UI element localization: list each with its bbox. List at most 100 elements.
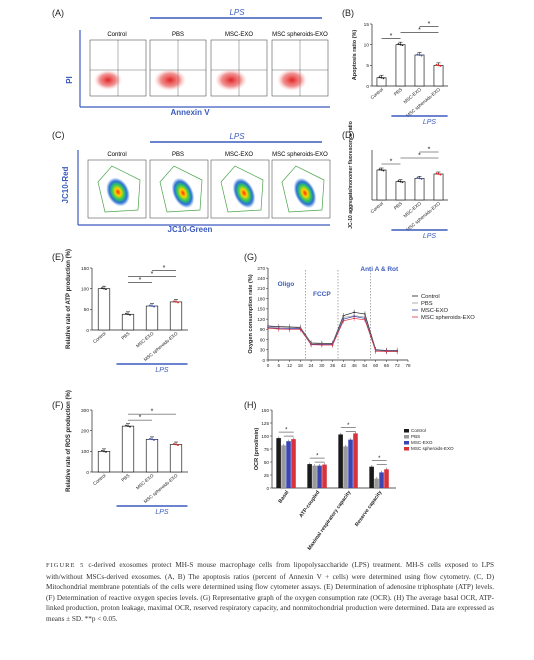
data-point — [416, 176, 419, 179]
data-point — [397, 43, 400, 45]
x-tick-label: 0 — [267, 363, 270, 368]
data-point — [310, 343, 312, 346]
y-tick-label: 150 — [81, 266, 89, 272]
data-point — [399, 180, 402, 183]
legend-swatch — [404, 429, 409, 433]
data-point — [101, 287, 103, 289]
data-point — [439, 65, 442, 67]
x-tick-label: 66 — [384, 363, 390, 368]
x-tick-label: Control — [92, 331, 107, 344]
bar — [414, 54, 425, 87]
y-tick-label: 50 — [264, 460, 270, 465]
data-point — [177, 301, 179, 304]
legend-label: PBS — [421, 301, 433, 307]
panel-a-treatment: LPS — [229, 8, 245, 17]
significance-star: * — [418, 153, 421, 160]
significance-star: * — [390, 33, 393, 40]
jc10-plot-control: Control — [87, 152, 147, 219]
data-point — [125, 424, 127, 427]
data-point — [125, 312, 127, 315]
significance-star: * — [316, 454, 319, 460]
significance-star: * — [285, 428, 288, 434]
data-point — [127, 313, 129, 316]
bar — [121, 313, 135, 331]
data-point — [353, 317, 355, 320]
legend-label: MSC-EXO — [411, 440, 433, 445]
bar — [145, 305, 159, 331]
panel-c-treatment: LPS — [229, 132, 245, 141]
y-tick-label: 100 — [81, 286, 89, 292]
bar — [433, 173, 444, 201]
chart-g-ocr-line: 0 30 60 90 120 150 180 210 240 270 0 6 12 18 24 30 36 42 4… — [248, 266, 475, 368]
jc10-plot-label: PBS — [172, 152, 184, 158]
flow-plot-label: PBS — [172, 32, 184, 38]
treatment-label: LPS — [155, 367, 169, 374]
data-point — [401, 181, 404, 184]
bar — [353, 433, 358, 488]
significance-star: * — [428, 21, 431, 28]
x-tick-label: 30 — [319, 363, 325, 368]
jc10-plot-msc-spheroids-exo: MSC spheroids-EXO — [271, 152, 331, 219]
data-point — [364, 318, 366, 321]
significance-star: * — [151, 409, 154, 416]
y-axis-label: Apoptosis ratio (%) — [352, 30, 358, 81]
y-tick-label: 0 — [86, 328, 89, 334]
panel-a-x-axis-label: Annexin V — [170, 108, 210, 117]
bar — [384, 469, 389, 488]
y-tick-label: 90 — [260, 327, 266, 332]
x-tick-label: Control — [370, 201, 385, 214]
bar — [395, 181, 406, 201]
y-tick-label: 0 — [86, 470, 89, 476]
flow-plot-a-msc-exo: MSC-EXO — [210, 32, 268, 97]
legend-label: MSC spheroids-EXO — [421, 315, 475, 321]
significance-star: * — [390, 159, 393, 166]
bar — [281, 445, 286, 488]
data-point — [267, 327, 269, 330]
x-tick-label: Control — [370, 87, 385, 100]
y-tick-label: 100 — [81, 449, 89, 455]
data-point — [175, 300, 177, 303]
x-tick-label: 72 — [395, 363, 401, 368]
legend-label: MSC-EXO — [421, 308, 449, 314]
bar — [97, 450, 111, 473]
y-tick-label: 125 — [261, 421, 269, 426]
bar — [379, 472, 384, 488]
significance-star: * — [418, 27, 421, 34]
y-tick-label: 100 — [261, 434, 269, 439]
x-tick-label: 54 — [362, 363, 368, 368]
data-point — [149, 304, 151, 307]
significance-star: * — [428, 147, 431, 154]
legend-label: Control — [411, 428, 426, 433]
y-tick-label: 180 — [257, 296, 265, 301]
y-tick-label: 120 — [257, 317, 265, 322]
data-point — [437, 64, 440, 67]
x-tick-label: MSC-EXO — [135, 331, 155, 349]
bar — [286, 441, 291, 488]
data-point — [396, 350, 399, 353]
panel-letter-e: (E) — [52, 252, 64, 262]
bar — [145, 438, 159, 473]
injection-label: FCCP — [313, 291, 331, 298]
data-point — [101, 449, 103, 452]
data-point — [437, 173, 440, 175]
data-point — [105, 288, 107, 291]
x-tick-label: PBS — [120, 473, 130, 483]
data-point — [129, 313, 131, 316]
data-point — [382, 77, 385, 80]
data-point — [420, 178, 423, 180]
bar — [376, 169, 387, 201]
jc10-plot-label: MSC spheroids-EXO — [272, 152, 328, 158]
y-axis-label: OCR (pmol/min) — [254, 428, 260, 471]
bar — [376, 77, 387, 87]
data-point — [385, 350, 388, 353]
bar — [317, 465, 322, 488]
bar — [97, 288, 111, 331]
caption-label: FIGURE 5 — [46, 562, 85, 569]
x-tick-label: 48 — [352, 363, 358, 368]
data-point — [288, 328, 291, 331]
jc10-plot-label: Control — [107, 152, 126, 158]
treatment-label: LPS — [155, 509, 169, 516]
flow-plot-label: MSC-EXO — [225, 32, 253, 38]
y-tick-label: 0 — [262, 358, 265, 363]
